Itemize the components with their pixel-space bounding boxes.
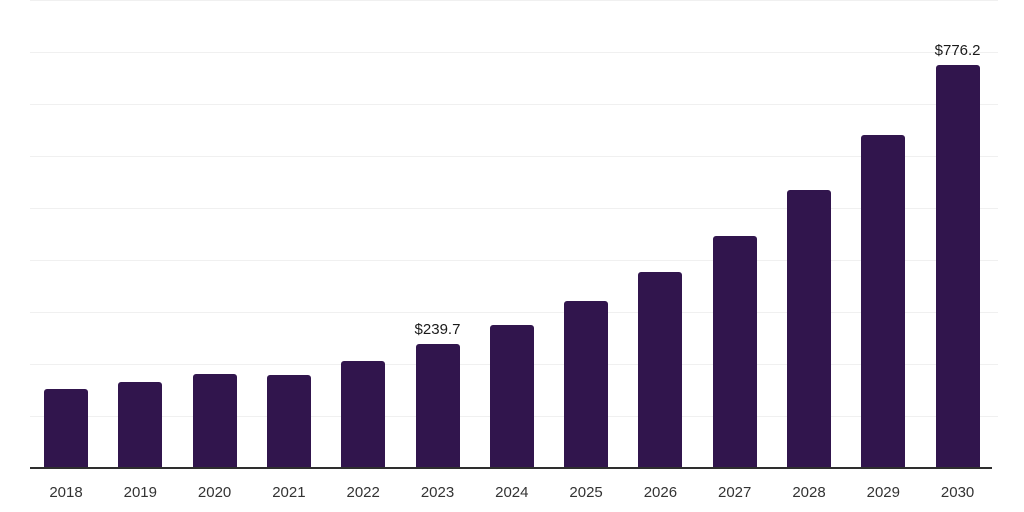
bar-2024 [489,324,534,469]
bar-2019 [118,382,163,469]
gridline [30,104,998,105]
bar-2027 [712,235,757,469]
bar-2023 [415,344,460,469]
gridline [30,52,998,53]
x-tick-2025: 2025 [569,484,603,501]
x-tick-2029: 2029 [866,484,900,501]
bar-2020 [192,374,237,469]
plot-area: $239.7 $776.2 [30,0,998,469]
gridline [30,208,998,209]
gridline [30,156,998,157]
bar-2025 [564,301,609,469]
x-axis-labels: 2018 2019 2020 2021 2022 2023 2024 2025 2026 2027… [30,484,998,504]
x-tick-2030: 2030 [940,484,975,501]
x-tick-2022: 2022 [346,484,380,501]
data-label-2023: $239.7 [414,321,461,339]
x-tick-2021: 2021 [272,484,306,501]
bar-2021 [266,375,311,469]
bar-2028 [787,190,831,469]
bar-2026 [638,272,683,469]
x-axis-line [30,467,992,469]
x-tick-2023: 2023 [420,484,455,501]
x-tick-2019: 2019 [123,484,157,501]
bar-2018 [44,388,88,469]
x-tick-2018: 2018 [49,484,83,501]
x-tick-2024: 2024 [495,484,529,501]
x-tick-2028: 2028 [792,484,826,501]
bar-2029 [861,134,906,469]
data-label-2030: $776.2 [934,42,981,60]
x-tick-2020: 2020 [197,484,232,501]
x-tick-2027: 2027 [718,484,752,501]
bar-2030 [935,65,980,469]
gridline [30,312,998,313]
bar-2022 [341,360,386,469]
gridline [30,0,998,1]
gridline [30,260,998,261]
x-tick-2026: 2026 [643,484,678,501]
